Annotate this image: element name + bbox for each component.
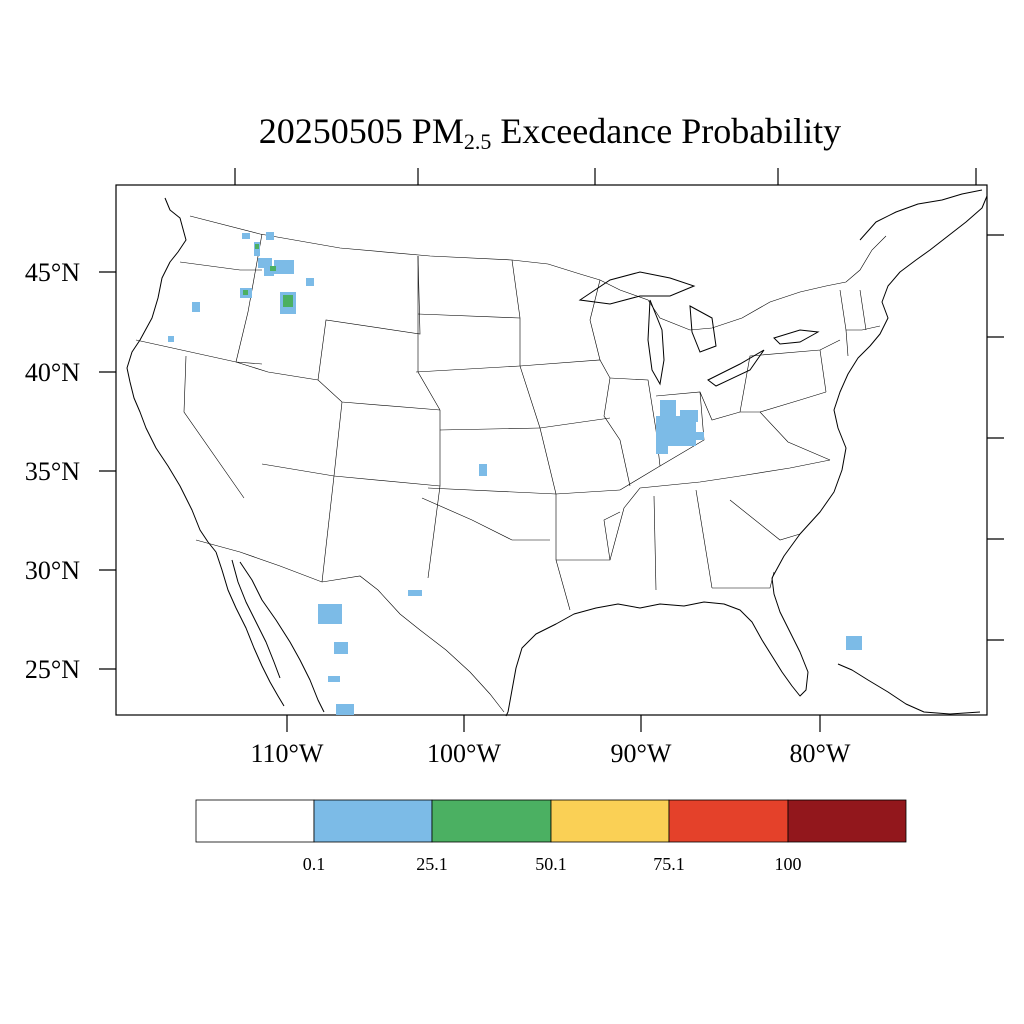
colorbar-label-2: 50.1: [535, 854, 567, 874]
borders: [135, 215, 887, 713]
patch-green: [243, 290, 248, 295]
lat-label-35: 35°N: [25, 457, 80, 486]
longitude-labels: 110°W 100°W 90°W 80°W: [251, 739, 851, 768]
patch-green: [283, 295, 293, 307]
patch-blue: [846, 636, 862, 650]
lon-label-90w: 90°W: [611, 739, 672, 768]
colorbar-box-4: [668, 799, 789, 843]
patch-blue: [242, 233, 250, 239]
lon-label-100w: 100°W: [427, 739, 501, 768]
lake-michigan: [647, 299, 665, 386]
title-rest: Exceedance Probability: [500, 111, 842, 151]
patch-blue: [168, 336, 174, 342]
patch-blue: [264, 268, 274, 276]
lake-superior: [578, 271, 696, 305]
atlantic-coast: [771, 195, 988, 579]
mexico-border: [195, 539, 505, 713]
lat-label-40: 40°N: [25, 358, 80, 387]
st-lawrence: [859, 189, 983, 241]
pacific-coast: [126, 197, 217, 553]
right-ticks: [987, 234, 1004, 641]
bottom-ticks: [286, 715, 821, 732]
patch-blue: [274, 260, 294, 274]
patch-blue: [266, 232, 274, 240]
colorbar-box-5: [787, 799, 907, 843]
patch-blue: [336, 704, 354, 715]
left-ticks: [99, 271, 116, 670]
patch-blue: [479, 464, 487, 476]
patch-blue: [258, 258, 272, 268]
lat-label-30: 30°N: [25, 556, 80, 585]
patch-blue: [656, 442, 668, 454]
baja-coast: [215, 551, 285, 707]
lat-label-45: 45°N: [25, 258, 80, 287]
top-ticks: [234, 168, 977, 185]
patch-green: [255, 244, 259, 249]
lake-ontario: [773, 329, 820, 345]
lat-label-25: 25°N: [25, 655, 80, 684]
colorbar-label-4: 100: [775, 854, 802, 874]
patch-blue: [192, 302, 200, 312]
map-frame: [115, 184, 988, 716]
patch-blue: [696, 432, 704, 440]
colorbar-label-0: 0.1: [303, 854, 326, 874]
colorbar-box-3: [550, 799, 670, 843]
baja-gulf-side: [231, 559, 281, 679]
patch-blue: [328, 676, 340, 682]
cuba-coast: [837, 663, 981, 715]
colorbar: [195, 799, 907, 843]
colorbar-box-2: [431, 799, 552, 843]
patch-blue: [334, 642, 348, 654]
patch-blue: [680, 410, 698, 422]
probability-patches: [168, 232, 862, 715]
colorbar-box-1: [313, 799, 433, 843]
colorbar-label-1: 25.1: [416, 854, 448, 874]
gulf-coast: [507, 577, 809, 713]
title-pm: PM: [411, 111, 464, 151]
great-lakes: [578, 271, 820, 387]
colorbar-box-0: [195, 799, 315, 843]
lake-erie: [707, 349, 765, 387]
patch-blue: [408, 590, 422, 596]
coastlines: [126, 189, 988, 717]
lake-huron: [689, 305, 717, 353]
title-date: 20250505: [258, 111, 403, 151]
patch-blue: [660, 400, 676, 416]
patch-blue: [318, 604, 342, 624]
canada-border: [189, 215, 887, 331]
lon-label-80w: 80°W: [790, 739, 851, 768]
colorbar-labels: 0.1 25.1 50.1 75.1 100: [303, 854, 802, 874]
map-title: 20250505 PM2.5 Exceedance Probability: [0, 110, 1024, 155]
latitude-labels: 45°N 40°N 35°N 30°N 25°N: [25, 258, 80, 684]
lon-label-110w: 110°W: [251, 739, 324, 768]
title-pm-subscript: 2.5: [463, 129, 492, 154]
mexico-gulf-coast: [505, 711, 509, 717]
mexico-west-coast: [239, 561, 325, 713]
colorbar-label-3: 75.1: [653, 854, 685, 874]
patch-green: [270, 266, 276, 271]
patch-blue: [306, 278, 314, 286]
